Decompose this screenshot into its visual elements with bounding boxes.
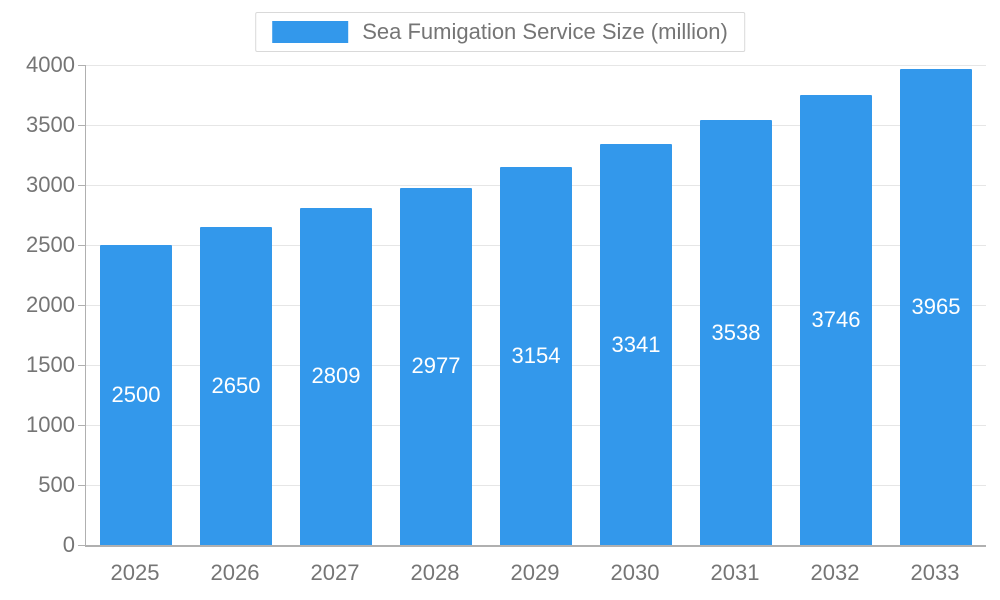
bar-value-label: 2809 [311, 363, 361, 389]
bar[interactable] [600, 144, 672, 545]
y-tick-label: 500 [38, 472, 75, 497]
legend-swatch-icon [272, 21, 349, 43]
y-tick-label: 4000 [26, 52, 75, 77]
bar[interactable] [900, 69, 972, 545]
y-tick-label: 2000 [26, 292, 75, 317]
x-tick-label: 2026 [210, 560, 260, 585]
bar-value-label: 3746 [811, 307, 861, 333]
bar[interactable] [300, 207, 372, 545]
bar-value-label: 2977 [411, 353, 461, 379]
bar[interactable] [500, 166, 572, 545]
y-tick-label: 0 [62, 532, 75, 557]
gridline [86, 124, 986, 126]
legend[interactable]: Sea Fumigation Service Size (million) [255, 12, 745, 52]
bar[interactable] [200, 227, 272, 545]
y-axis-tick [78, 184, 85, 186]
bar[interactable] [400, 187, 472, 545]
y-axis-tick [78, 364, 85, 366]
bar[interactable] [700, 120, 772, 545]
y-axis-tick [78, 424, 85, 426]
bar-value-label: 3341 [611, 331, 661, 357]
y-axis-tick [78, 124, 85, 126]
x-tick-label: 2032 [810, 560, 860, 585]
x-tick-label: 2028 [410, 560, 460, 585]
bar-value-label: 2650 [211, 373, 261, 398]
bar-value-label: 3154 [511, 342, 561, 368]
bar-value-label: 3538 [711, 319, 761, 345]
plot-area: 2500 2650 2809 2977 3154 3341 3538 3746 3965 [78, 64, 986, 547]
y-tick-label: 3000 [26, 172, 75, 197]
bar[interactable] [100, 245, 172, 545]
bar-value-label: 2500 [111, 382, 161, 407]
x-tick-label: 2033 [910, 560, 960, 585]
gridline [86, 64, 986, 66]
y-tick-label: 1000 [26, 412, 75, 437]
x-tick-label: 2030 [610, 560, 660, 585]
y-axis-tick [78, 304, 85, 306]
bar-value-label: 3965 [911, 294, 961, 320]
y-axis-tick [78, 64, 85, 66]
y-axis-tick [78, 484, 85, 486]
y-tick-label: 1500 [26, 352, 75, 377]
y-tick-label: 2500 [26, 232, 75, 257]
x-tick-label: 2031 [710, 560, 760, 585]
y-tick-label: 3500 [26, 112, 75, 137]
legend-label: Sea Fumigation Service Size (million) [362, 19, 728, 44]
y-axis-tick [78, 544, 85, 546]
x-tick-label: 2029 [510, 560, 560, 585]
x-tick-label: 2025 [110, 560, 160, 585]
bar[interactable] [800, 95, 872, 545]
y-axis-tick [78, 244, 85, 246]
x-tick-label: 2027 [310, 560, 360, 585]
